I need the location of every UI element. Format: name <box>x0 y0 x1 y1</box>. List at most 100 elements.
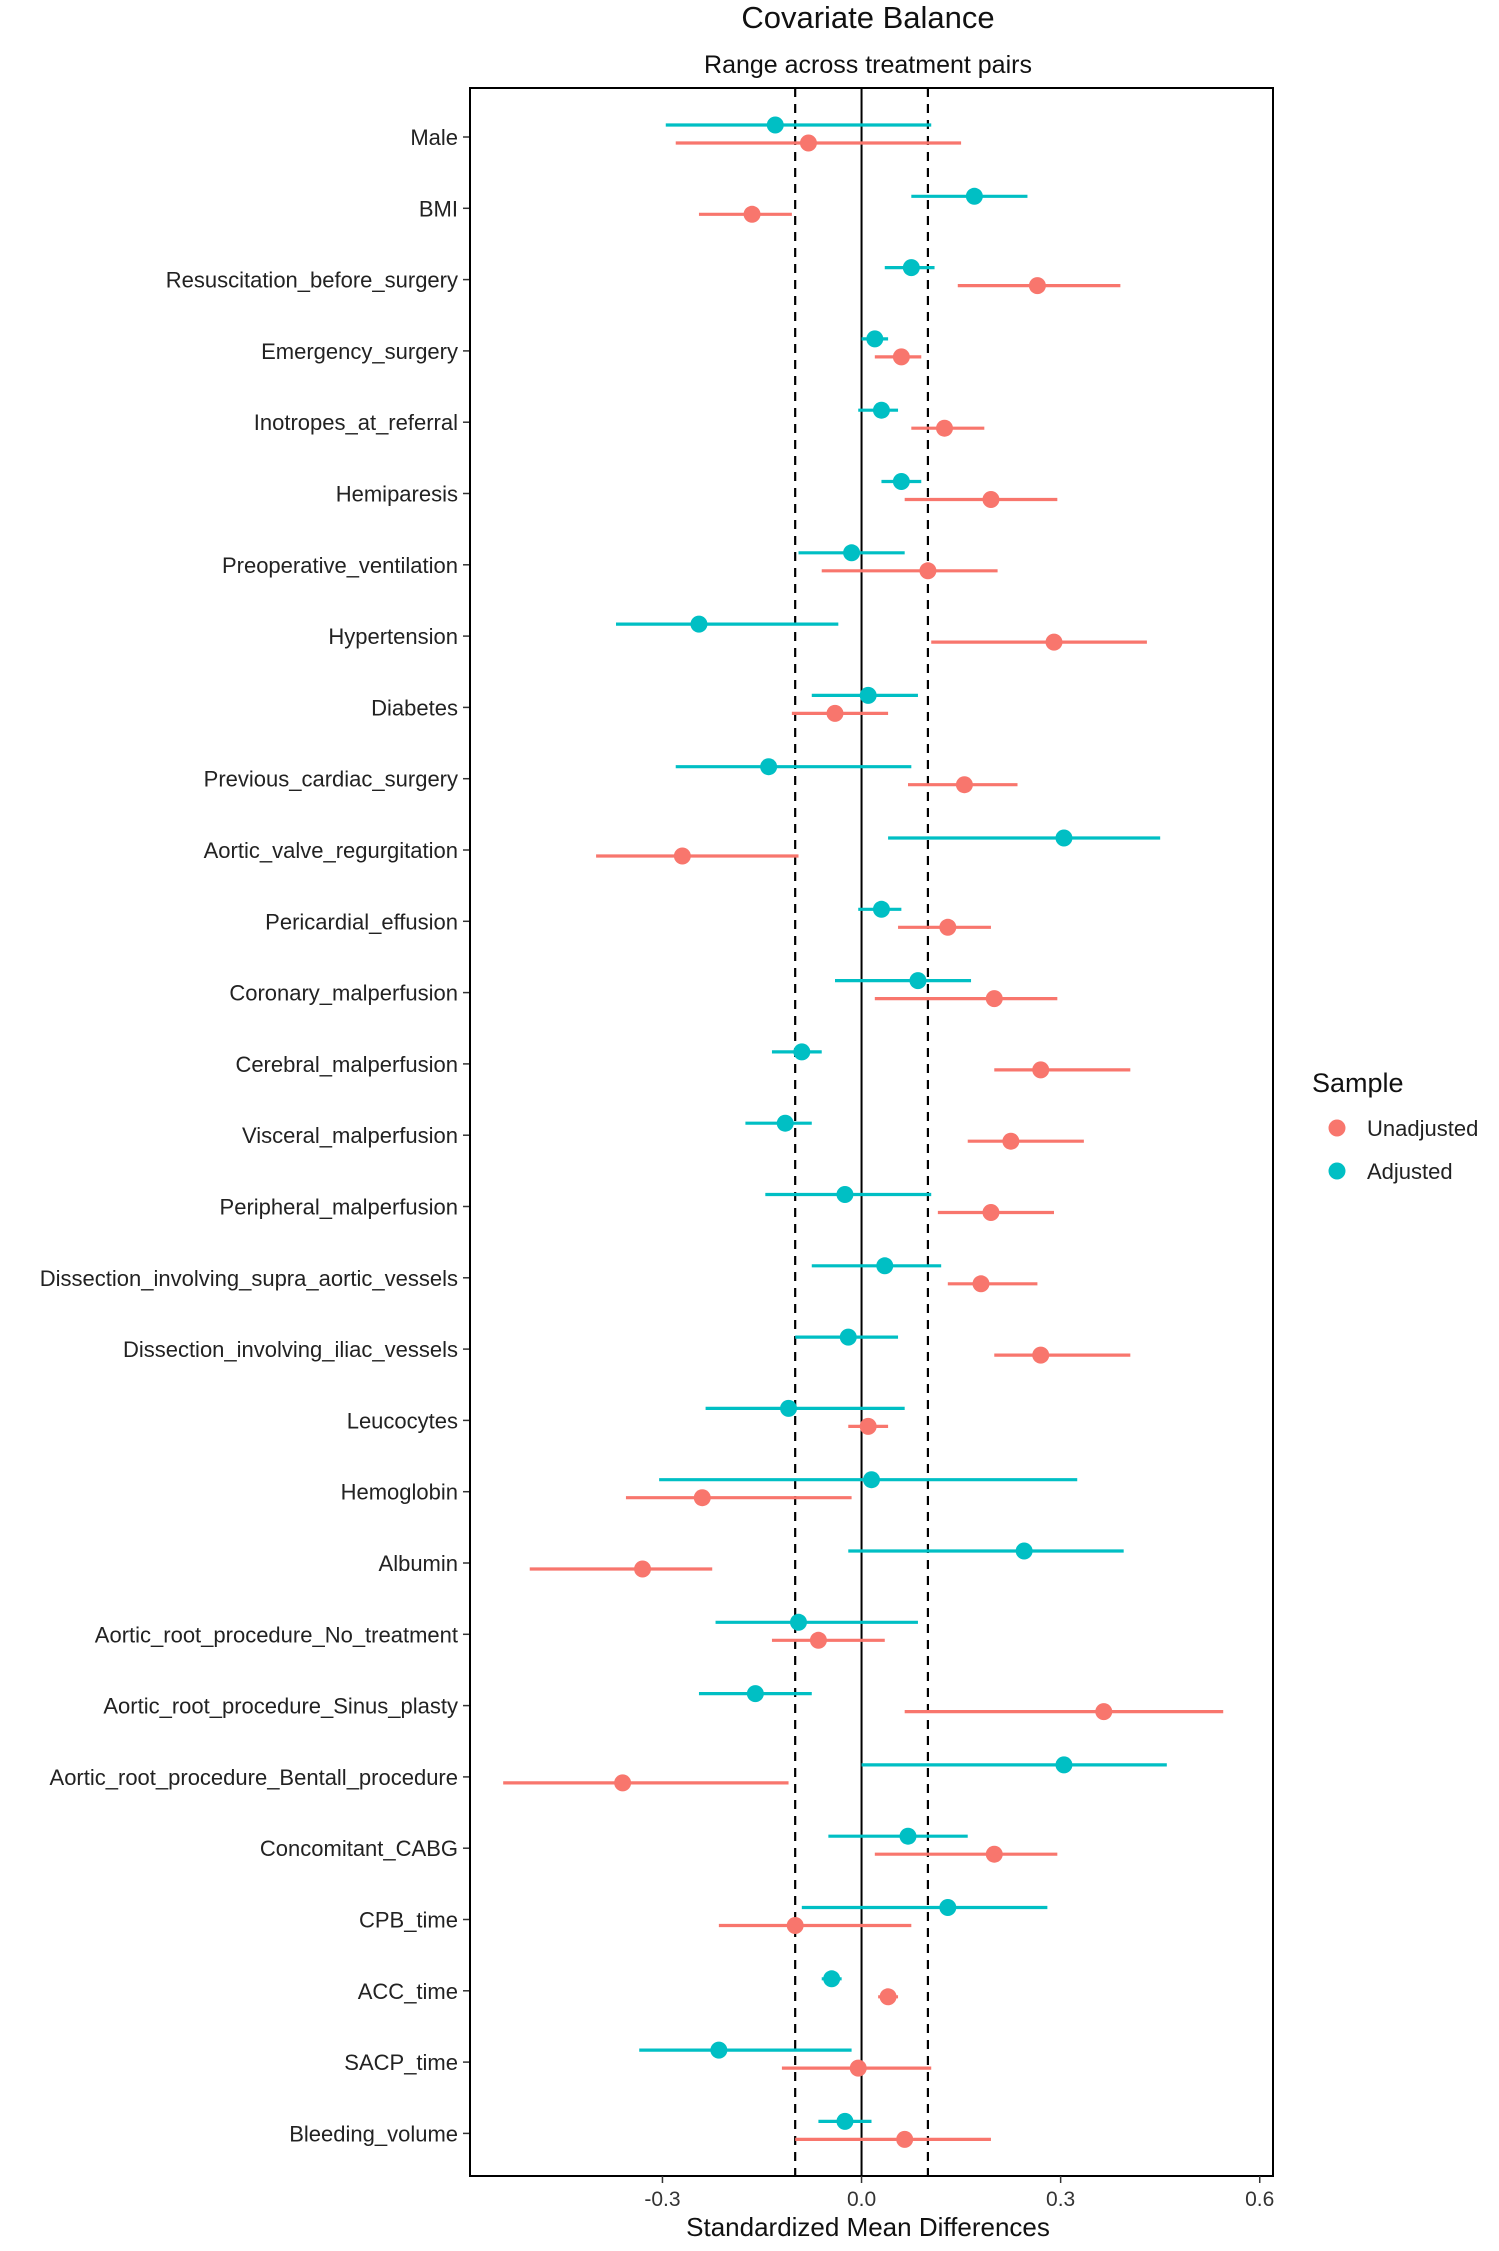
point-marker <box>790 1613 807 1631</box>
legend-label-unadjusted: Unadjusted <box>1367 1116 1478 1141</box>
point-marker <box>1002 1132 1020 1150</box>
point-marker <box>919 562 937 580</box>
point-marker <box>1045 633 1063 651</box>
category-label: Aortic_valve_regurgitation <box>204 838 458 863</box>
category-label: Inotropes_at_referral <box>254 410 458 435</box>
category-label: Aortic_root_procedure_Bentall_procedure <box>50 1765 458 1790</box>
category-label: Hypertension <box>328 624 458 649</box>
point-marker <box>614 1774 632 1792</box>
point-marker <box>902 259 920 277</box>
point-marker <box>1032 1061 1050 1079</box>
series-adjusted <box>616 116 1167 2130</box>
point-marker <box>776 1114 794 1132</box>
point-marker <box>939 1899 957 1916</box>
category-label: Dissection_involving_iliac_vessels <box>123 1337 458 1362</box>
point-marker <box>955 776 973 794</box>
category-label: Pericardial_effusion <box>265 909 458 934</box>
category-label: Hemoglobin <box>341 1480 458 1505</box>
legend-key-unadjusted <box>1328 1119 1346 1137</box>
point-marker <box>965 187 983 205</box>
point-marker <box>693 1489 711 1507</box>
point-marker <box>909 972 927 990</box>
point-marker <box>793 1043 811 1061</box>
point-marker <box>939 918 957 936</box>
point-marker <box>859 1417 877 1435</box>
x-axis: -0.3 0.0 0.3 0.6 <box>644 2176 1274 2211</box>
point-marker <box>1028 277 1046 295</box>
point-marker <box>892 348 910 366</box>
x-tick-label: -0.3 <box>644 2188 680 2211</box>
category-label: ACC_time <box>358 1979 458 2004</box>
x-axis-title: Standardized Mean Differences <box>686 2212 1050 2242</box>
point-marker <box>839 1328 857 1346</box>
category-label: Preoperative_ventilation <box>222 553 458 578</box>
category-label: BMI <box>419 196 458 221</box>
category-label: SACP_time <box>344 2050 458 2075</box>
category-label: Leucocytes <box>347 1408 458 1433</box>
point-marker <box>799 134 817 152</box>
category-label: Previous_cardiac_surgery <box>204 767 458 792</box>
legend: Sample Unadjusted Adjusted <box>1312 1068 1478 1184</box>
point-marker <box>872 401 890 419</box>
category-label: Resuscitation_before_surgery <box>166 268 458 293</box>
category-label: Diabetes <box>371 695 458 720</box>
point-marker <box>634 1560 652 1578</box>
category-label: Dissection_involving_supra_aortic_vessel… <box>40 1266 458 1291</box>
point-marker <box>982 491 1000 508</box>
point-marker <box>760 758 778 776</box>
panel-border <box>469 87 1274 2177</box>
point-marker <box>899 1827 917 1845</box>
point-marker <box>836 2112 854 2130</box>
point-marker <box>780 1399 798 1417</box>
point-marker <box>866 330 884 348</box>
point-marker <box>786 1917 804 1934</box>
category-label: Coronary_malperfusion <box>229 981 458 1006</box>
category-label: Bleeding_volume <box>289 2121 458 2146</box>
point-marker <box>1095 1703 1113 1721</box>
point-marker <box>863 1471 880 1489</box>
point-marker <box>1055 1756 1073 1774</box>
category-label: Emergency_surgery <box>261 339 458 364</box>
point-marker <box>936 419 953 437</box>
point-marker <box>985 1845 1003 1863</box>
category-label: Peripheral_malperfusion <box>220 1195 458 1220</box>
x-tick-label: 0.0 <box>847 2188 876 2211</box>
point-marker <box>766 116 784 134</box>
point-marker <box>985 990 1003 1008</box>
point-marker <box>876 1257 894 1275</box>
category-labels: Male BMI Resuscitation_before_surgery Emerg… <box>40 125 470 2146</box>
point-marker <box>673 847 691 865</box>
point-marker <box>982 1204 1000 1221</box>
point-marker <box>823 1970 841 1988</box>
point-marker <box>849 2059 867 2077</box>
point-marker <box>892 473 910 490</box>
point-marker <box>872 900 890 918</box>
point-marker <box>1032 1346 1050 1364</box>
plot-area <box>469 87 1274 2177</box>
category-label: CPB_time <box>359 1908 458 1933</box>
point-marker <box>746 1685 764 1703</box>
legend-title: Sample <box>1312 1068 1404 1098</box>
point-marker <box>710 2041 728 2059</box>
point-marker <box>1055 829 1073 847</box>
category-label: Visceral_malperfusion <box>242 1123 458 1148</box>
point-marker <box>826 704 844 722</box>
category-label: Albumin <box>379 1551 458 1576</box>
point-marker <box>690 615 708 633</box>
x-tick-label: 0.3 <box>1046 2188 1075 2211</box>
chart-title: Covariate Balance <box>741 0 994 35</box>
category-label: Hemiparesis <box>336 482 458 507</box>
point-marker <box>836 1186 854 1203</box>
point-marker <box>879 1988 897 2006</box>
series-unadjusted <box>503 134 1224 2148</box>
point-marker <box>859 686 877 704</box>
legend-key-adjusted <box>1328 1162 1346 1180</box>
point-marker <box>896 2130 914 2148</box>
point-marker <box>972 1275 990 1293</box>
category-label: Aortic_root_procedure_Sinus_plasty <box>103 1694 458 1719</box>
category-label: Male <box>410 125 458 150</box>
category-label: Aortic_root_procedure_No_treatment <box>95 1622 458 1647</box>
point-marker <box>843 544 861 562</box>
chart-subtitle: Range across treatment pairs <box>704 51 1032 79</box>
